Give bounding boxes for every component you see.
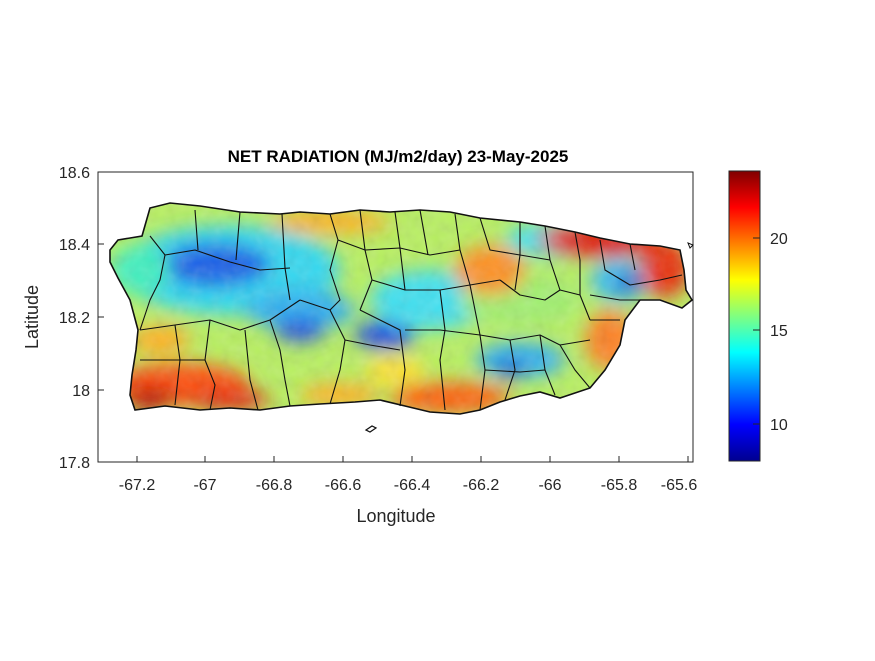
x-tick-label: -65.6 bbox=[661, 477, 698, 494]
x-tick-label: -66.4 bbox=[394, 477, 431, 494]
caja-de-muertos-island bbox=[364, 425, 378, 433]
y-tick-label: 17.8 bbox=[59, 455, 90, 472]
x-tick-label: -65.8 bbox=[601, 477, 638, 494]
colorbar-tick-label: 10 bbox=[770, 417, 788, 434]
x-tick-label: -66.6 bbox=[325, 477, 362, 494]
colorbar-tick-label: 15 bbox=[770, 323, 788, 340]
offshore-islet bbox=[687, 242, 694, 249]
x-tick-label: -66 bbox=[538, 477, 561, 494]
y-tick-label: 18.2 bbox=[59, 310, 90, 327]
x-tick-label: -66.2 bbox=[463, 477, 500, 494]
y-tick-label: 18.4 bbox=[59, 237, 90, 254]
radiation-field bbox=[110, 203, 692, 414]
x-axis: -67.2 -67 -66.8 -66.6 -66.4 -66.2 -66 -6… bbox=[119, 456, 698, 494]
colorbar bbox=[728, 170, 761, 462]
colorbar-tick-label: 20 bbox=[770, 231, 788, 248]
y-tick-label: 18 bbox=[72, 383, 90, 400]
x-axis-label: Longitude bbox=[356, 506, 435, 526]
x-tick-label: -66.8 bbox=[256, 477, 293, 494]
x-tick-label: -67.2 bbox=[119, 477, 156, 494]
x-tick-label: -67 bbox=[193, 477, 216, 494]
municipal-boundaries bbox=[139, 209, 683, 411]
y-axis-label: Latitude bbox=[22, 285, 42, 349]
map-title: NET RADIATION (MJ/m2/day) 23-May-2025 bbox=[228, 147, 569, 166]
y-tick-label: 18.6 bbox=[59, 165, 90, 182]
island-coastline bbox=[109, 202, 694, 415]
y-axis: 18.6 18.4 18.2 18 17.8 bbox=[59, 165, 104, 472]
